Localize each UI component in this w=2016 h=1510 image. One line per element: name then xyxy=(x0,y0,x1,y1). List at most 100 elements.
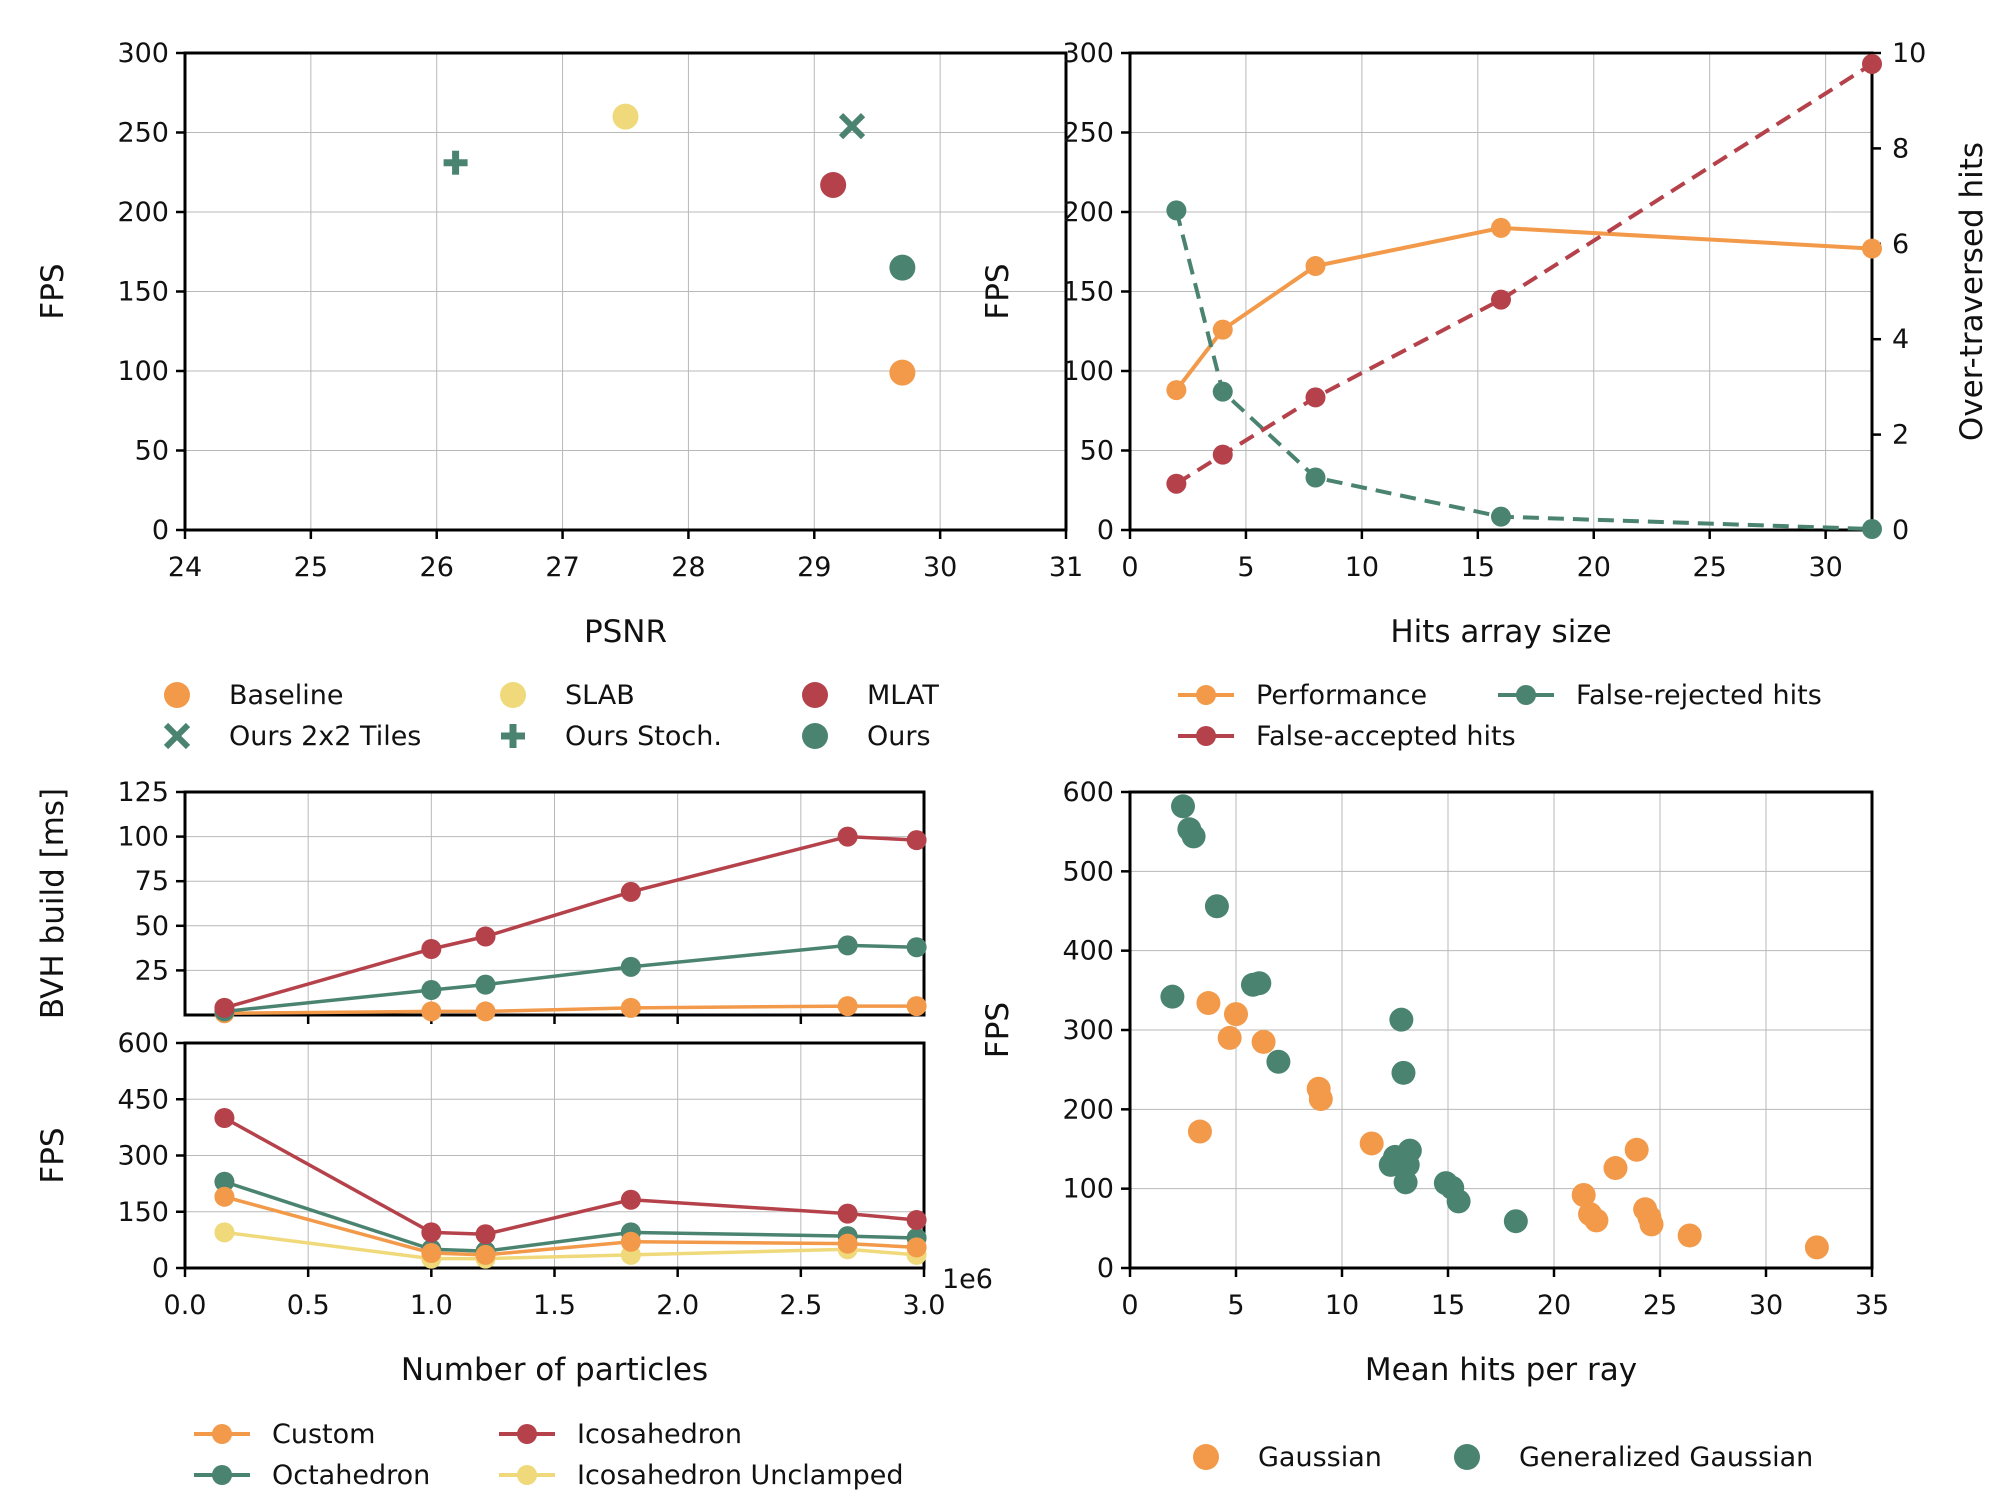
data-point xyxy=(444,151,468,175)
x-tick-label: 26 xyxy=(420,552,454,583)
data-point xyxy=(1491,507,1511,527)
y-tick-label: 250 xyxy=(117,118,169,149)
x-tick-label: 15 xyxy=(1431,1290,1465,1321)
y-tick-label: 50 xyxy=(1080,436,1114,467)
data-point xyxy=(421,1222,441,1242)
x-tick-label: 24 xyxy=(168,552,202,583)
figure: 24 25 26 27 28 29 30 31050100150200250300PSNRFP… xyxy=(0,0,2016,1510)
legend-entry: Ours 2x2 Tiles xyxy=(166,721,421,752)
x-tick-label: 1.0 xyxy=(410,1290,453,1321)
legend-entry: Icosahedron Unclamped xyxy=(499,1460,903,1491)
y-tick-label: 200 xyxy=(117,197,169,228)
data-point xyxy=(1160,985,1184,1009)
legend-marker xyxy=(164,682,190,708)
x-axis-label: Hits array size xyxy=(1390,614,1611,650)
x-tick-label: 3.0 xyxy=(903,1290,946,1321)
data-point xyxy=(1166,200,1186,220)
data-point xyxy=(907,1237,927,1257)
x-tick-label: 30 xyxy=(923,552,957,583)
y-axis-label: FPS xyxy=(35,1127,71,1183)
data-point xyxy=(1603,1156,1627,1180)
data-point xyxy=(1640,1212,1664,1236)
data-point xyxy=(1805,1235,1829,1259)
y-tick-label: 150 xyxy=(117,277,169,308)
legend-marker xyxy=(802,723,828,749)
data-point xyxy=(1360,1131,1384,1155)
legend-marker xyxy=(1516,685,1536,705)
y-tick-label: 75 xyxy=(135,866,169,897)
legend-label: Generalized Gaussian xyxy=(1519,1442,1813,1473)
psnr-fps-axes: 24 25 26 27 28 29 30 31 0 50 100 150 200 250 300 PSNR FP… xyxy=(35,38,1083,650)
y-right-tick-label: 6 xyxy=(1892,229,1909,260)
hits-array-axes: 0 5 10 15 20 25 30050100150200250300Hits array… xyxy=(980,38,1990,650)
x-tick-label: 28 xyxy=(671,552,705,583)
data-point xyxy=(421,1243,441,1263)
series-line xyxy=(1176,64,1872,484)
legend-marker xyxy=(1196,726,1216,746)
legend-label: Icosahedron Unclamped xyxy=(577,1460,903,1491)
data-point xyxy=(1252,1030,1276,1054)
data-point xyxy=(1166,474,1186,494)
legend-gauss: Gaussian Generalized Gaussian xyxy=(1193,1442,1813,1473)
legend-marker xyxy=(212,1465,232,1485)
data-point xyxy=(1447,1189,1471,1213)
data-point xyxy=(476,927,496,947)
y-axis-label: FPS xyxy=(980,263,1016,319)
data-point xyxy=(907,1210,927,1230)
y-right-tick-label: 10 xyxy=(1892,38,1926,69)
legend-label: Octahedron xyxy=(272,1460,430,1491)
x-tick-label: 10 xyxy=(1345,552,1379,583)
data-point xyxy=(1862,54,1882,74)
y-tick-label: 100 xyxy=(1062,1174,1114,1205)
series-line xyxy=(224,1006,916,1013)
legend-entry: Icosahedron xyxy=(499,1419,742,1450)
legend-entry: Baseline xyxy=(164,680,343,711)
data-point xyxy=(476,975,496,995)
hits-per-ray-axes: 0 5 10 15 20 25 30 350100200300400500600Mean hi… xyxy=(980,777,1889,1388)
data-point xyxy=(838,827,858,847)
data-point xyxy=(838,1204,858,1224)
y-tick-label: 125 xyxy=(117,777,169,808)
data-point xyxy=(907,830,927,850)
y-tick-label: 300 xyxy=(1062,38,1114,69)
data-point xyxy=(1504,1209,1528,1233)
legend-marker xyxy=(517,1424,537,1444)
data-point xyxy=(838,1234,858,1254)
legend-label: Gaussian xyxy=(1258,1442,1382,1473)
legend-entry: Ours xyxy=(802,721,931,752)
series-line xyxy=(1176,210,1872,529)
y-tick-label: 150 xyxy=(1062,277,1114,308)
y-tick-label: 250 xyxy=(1062,118,1114,149)
data-point xyxy=(621,1232,641,1252)
legend-entry: Octahedron xyxy=(194,1460,430,1491)
x-tick-label: 1.5 xyxy=(533,1290,576,1321)
y-tick-label: 300 xyxy=(1062,1015,1114,1046)
y-tick-label: 200 xyxy=(1062,1094,1114,1125)
y-tick-label: 600 xyxy=(117,1028,169,1059)
y-tick-label: 450 xyxy=(117,1084,169,1115)
data-point xyxy=(1389,1008,1413,1032)
x-tick-label: 0.0 xyxy=(164,1290,207,1321)
data-point xyxy=(1491,290,1511,310)
data-point xyxy=(820,172,846,198)
legend-marker xyxy=(1193,1444,1219,1470)
y-tick-label: 100 xyxy=(117,822,169,853)
x-tick-label: 15 xyxy=(1461,552,1495,583)
y-tick-label: 500 xyxy=(1062,856,1114,887)
legend-entry: Generalized Gaussian xyxy=(1454,1442,1813,1473)
data-point xyxy=(1391,1061,1415,1085)
data-point xyxy=(476,1224,496,1244)
y-tick-label: 50 xyxy=(135,911,169,942)
series-line xyxy=(1176,228,1872,390)
x-tick-label: 31 xyxy=(1049,552,1083,583)
bvh-build-axes: 25 50 75 100 125 BVH build [ms] xyxy=(35,777,927,1024)
data-point xyxy=(1862,519,1882,539)
x-tick-label: 25 xyxy=(294,552,328,583)
x-tick-label: 35 xyxy=(1855,1290,1889,1321)
legend-label: MLAT xyxy=(867,680,939,711)
x-tick-label: 2.5 xyxy=(779,1290,822,1321)
y-tick-label: 600 xyxy=(1062,777,1114,808)
data-point xyxy=(421,939,441,959)
data-point xyxy=(1247,971,1271,995)
data-point xyxy=(1213,320,1233,340)
